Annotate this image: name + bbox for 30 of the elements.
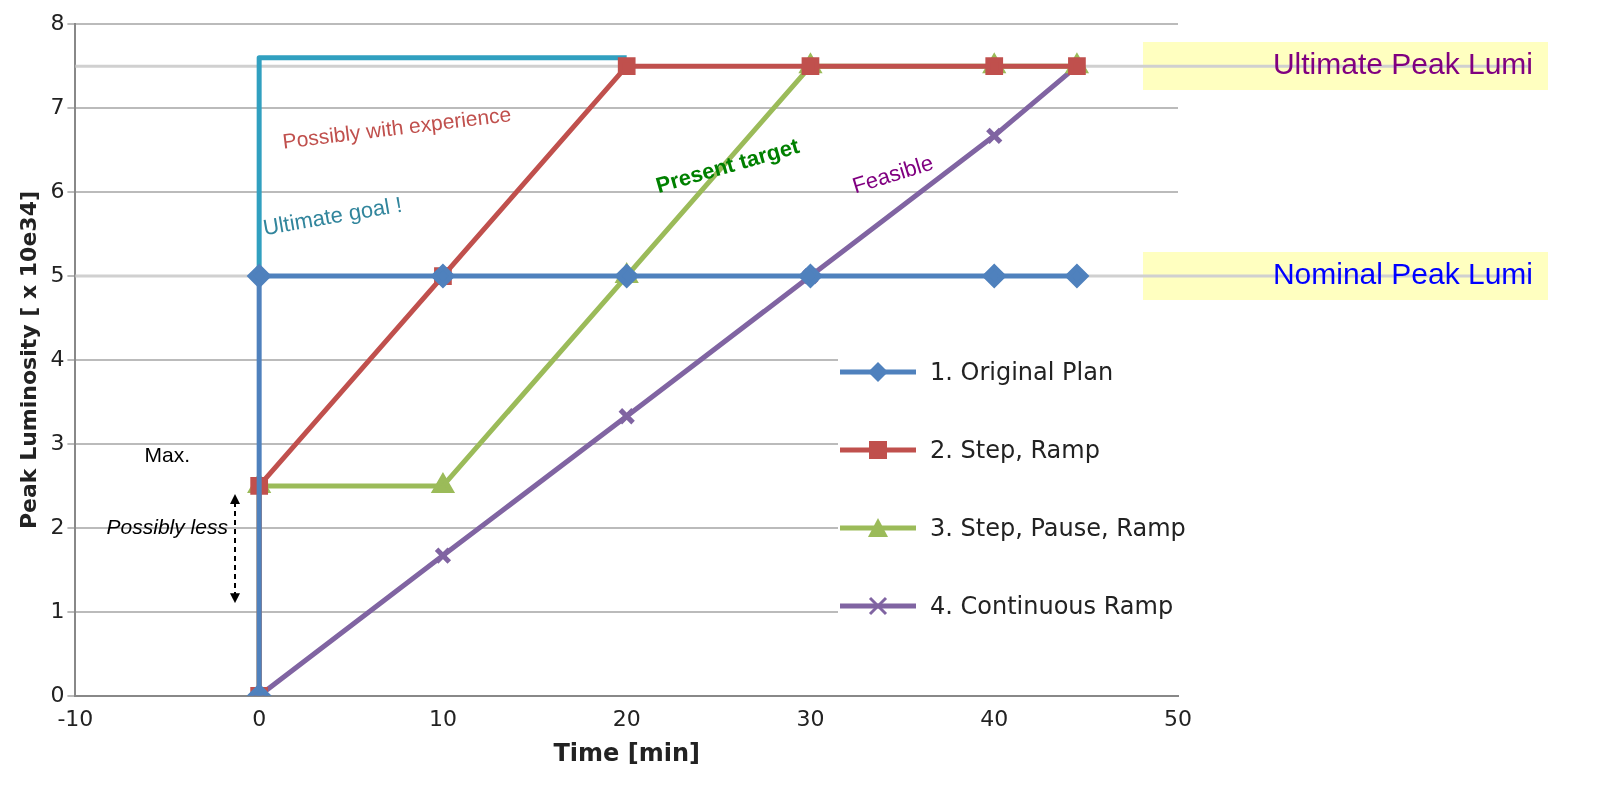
x-tick-label: 30 <box>796 705 825 731</box>
y-tick-label: 6 <box>50 177 65 203</box>
legend-label: 4. Continuous Ramp <box>930 592 1174 620</box>
x-axis-title: Time [min] <box>553 738 700 767</box>
legend-label: 2. Step, Ramp <box>930 436 1100 464</box>
annotation: Feasible <box>849 149 937 199</box>
legend-label: 3. Step, Pause, Ramp <box>930 514 1186 542</box>
x-tick-label: 0 <box>252 705 267 731</box>
y-axis-title: Peak Luminosity [ x 10e34] <box>15 190 41 530</box>
ref-line-label: Ultimate Peak Lumi <box>1272 47 1533 81</box>
y-tick-label: 0 <box>50 681 65 707</box>
x-tick-label: -10 <box>57 705 94 731</box>
y-tick-label: 7 <box>50 93 65 119</box>
annotation: Max. <box>144 443 191 467</box>
x-tick-label: 50 <box>1164 705 1192 731</box>
x-tick-label: 10 <box>428 705 457 731</box>
y-tick-label: 4 <box>50 345 65 371</box>
annotation: Possibly less <box>106 514 229 538</box>
annotation: Ultimate goal ! <box>261 191 404 241</box>
y-tick-label: 5 <box>50 261 65 287</box>
x-tick-label: 40 <box>980 705 1009 731</box>
ref-line-label: Nominal Peak Lumi <box>1272 257 1533 291</box>
annotation: Present target <box>652 132 803 198</box>
y-tick-label: 2 <box>50 513 65 539</box>
y-tick-label: 8 <box>50 9 65 35</box>
annotation: Possibly with experience <box>281 102 513 153</box>
x-tick-label: 20 <box>612 705 641 731</box>
legend-label: 1. Original Plan <box>930 358 1114 386</box>
y-tick-label: 3 <box>50 429 65 455</box>
y-tick-label: 1 <box>50 597 65 623</box>
